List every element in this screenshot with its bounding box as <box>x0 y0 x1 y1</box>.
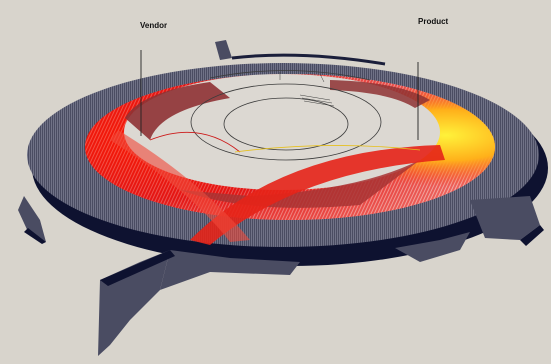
link-arc-yellow <box>234 145 421 153</box>
inner-ribbon-band-right <box>330 80 430 108</box>
inner-ribbon-band <box>125 82 230 140</box>
bar-spikes <box>18 40 540 356</box>
inner-ticks <box>279 72 335 107</box>
inner-ribbon-band-bottom <box>180 160 420 208</box>
link-arc-red <box>149 131 241 153</box>
inner-ring-inner <box>223 97 349 151</box>
ring-top-rim <box>231 53 386 66</box>
ribbon-flow-2 <box>110 130 250 242</box>
ribbon-flow-1 <box>190 145 445 245</box>
bar-spike-shadows <box>24 225 544 286</box>
vendor-label: Vendor <box>140 21 167 30</box>
inner-ring-outer <box>190 83 382 161</box>
product-label: Product <box>418 17 449 26</box>
inner-ring-top-arc <box>209 70 371 81</box>
